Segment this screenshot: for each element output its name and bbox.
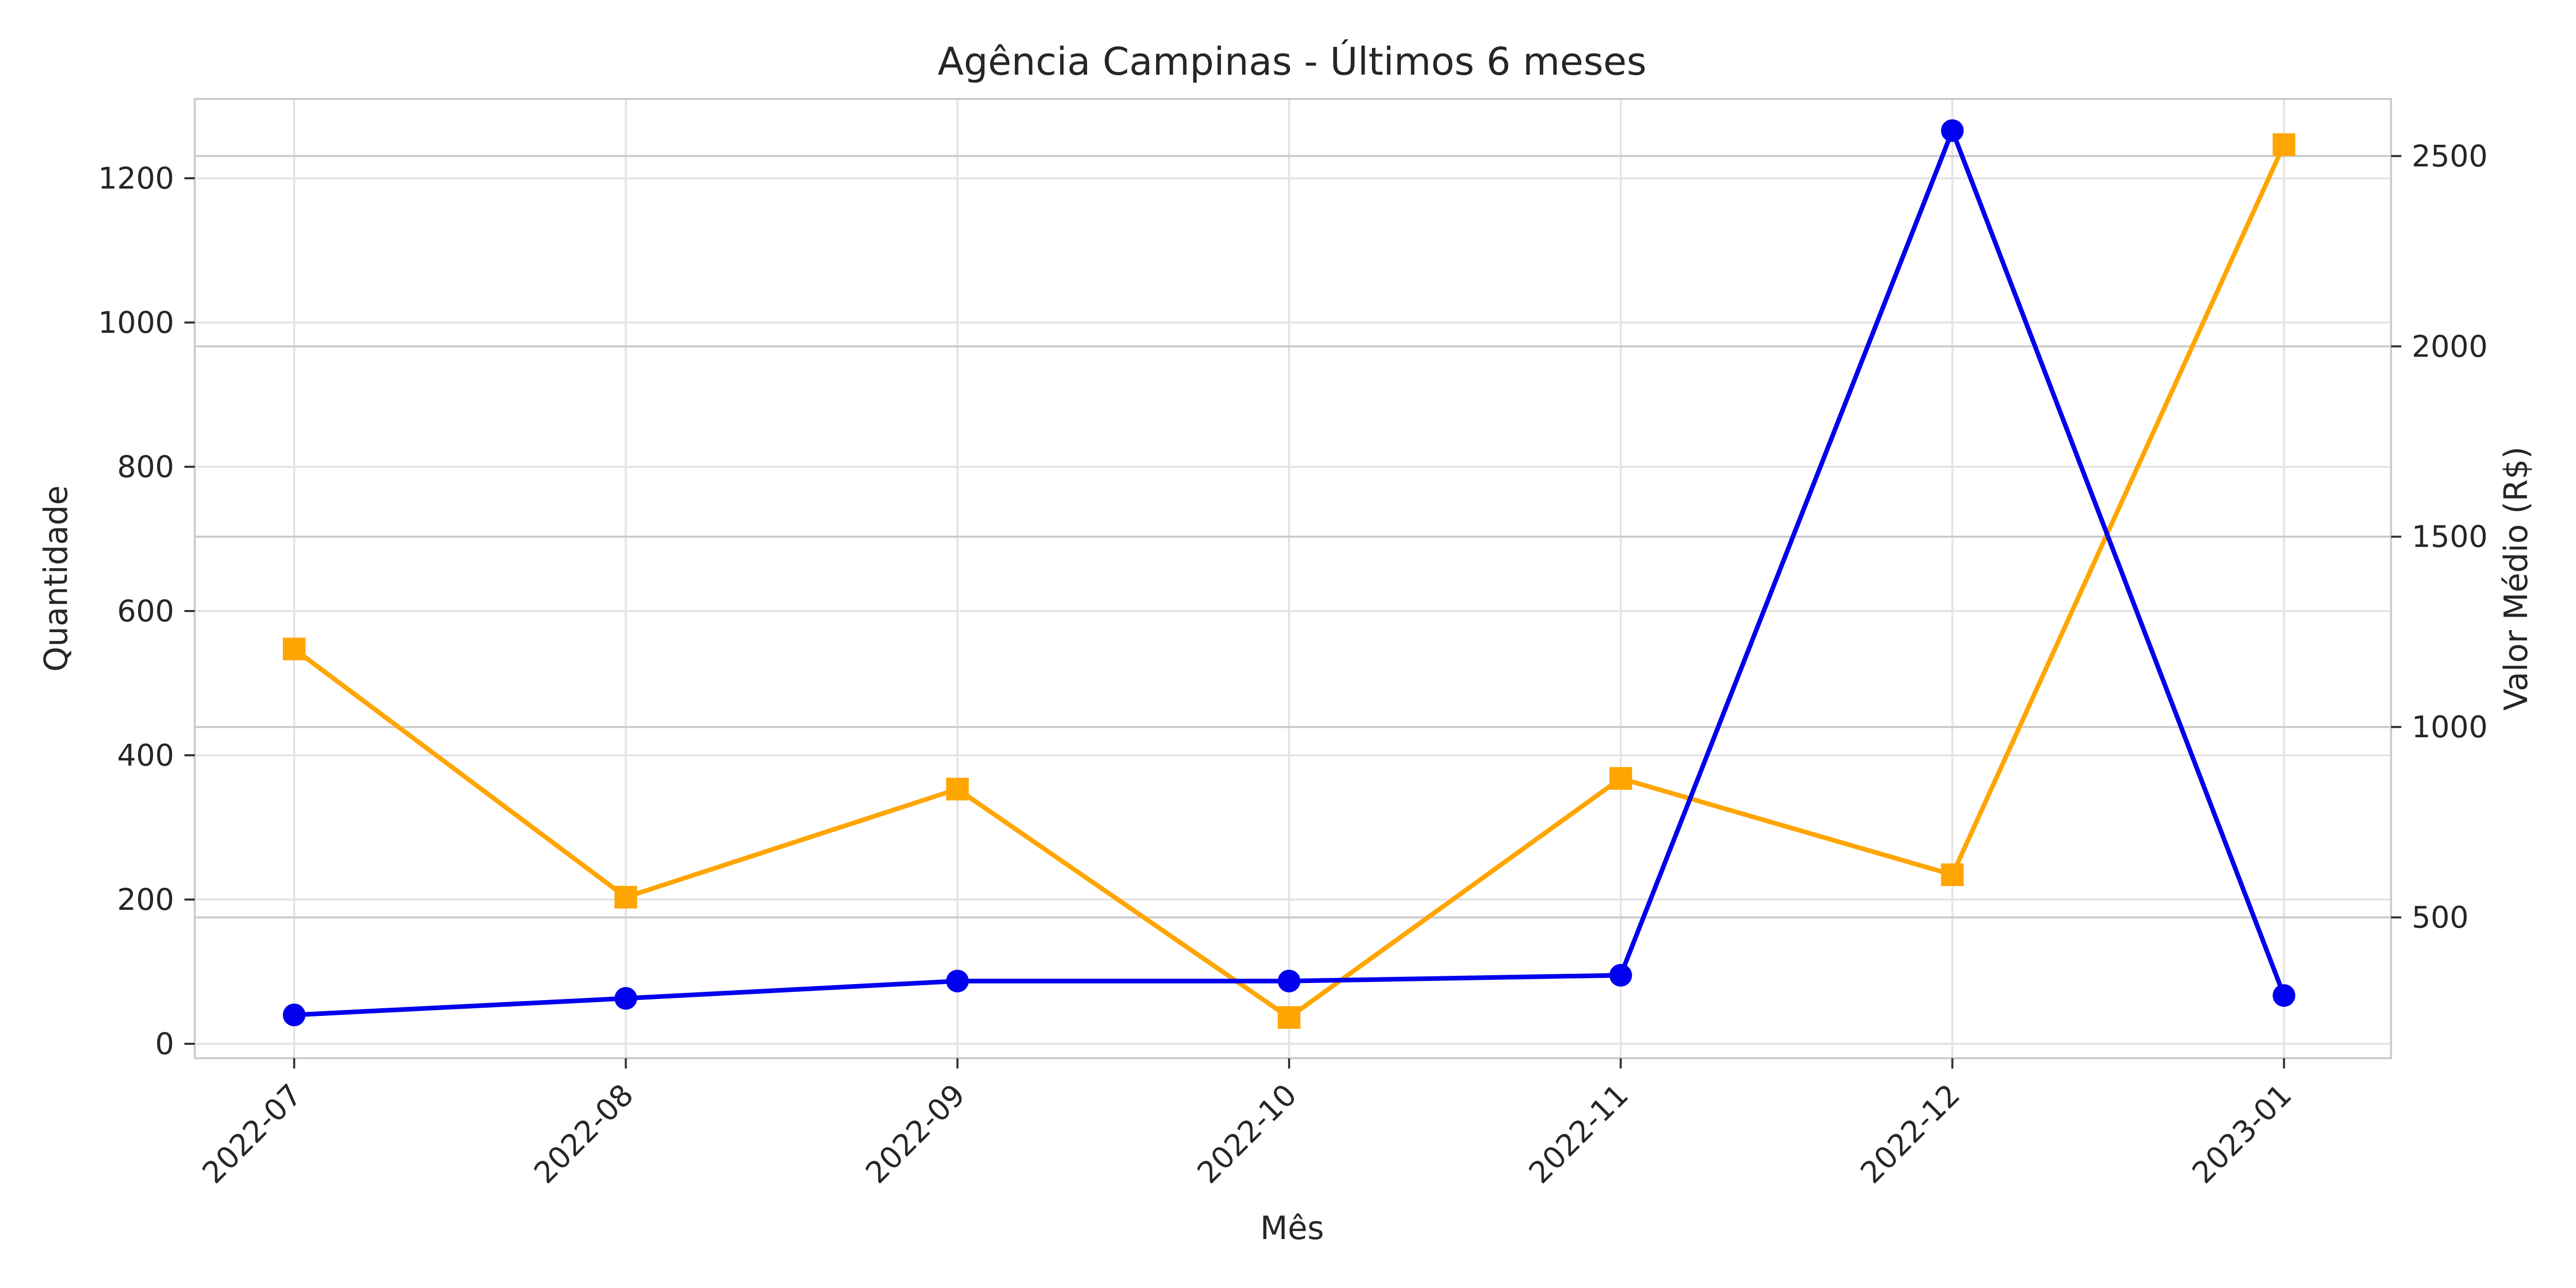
data-point-circle xyxy=(614,987,637,1010)
data-point-circle xyxy=(1278,970,1301,993)
data-point-circle xyxy=(946,970,969,993)
data-point-square xyxy=(614,886,637,909)
chart-title: Agência Campinas - Últimos 6 meses xyxy=(938,39,1647,84)
x-tick-label: 2022-09 xyxy=(859,1077,972,1190)
x-tick-label: 2022-07 xyxy=(195,1077,308,1190)
data-point-circle xyxy=(1609,964,1632,987)
x-tick-label: 2023-01 xyxy=(2185,1077,2298,1190)
data-point-circle xyxy=(1941,119,1964,142)
right-y-axis: 500 1000 1500 2000 2500 xyxy=(2391,139,2488,935)
series-layer xyxy=(283,119,2296,1029)
data-point-square xyxy=(283,637,306,660)
y2-tick-label: 500 xyxy=(2412,900,2469,935)
y-tick-label: 600 xyxy=(117,594,174,629)
data-point-circle xyxy=(2273,984,2296,1007)
data-point-square xyxy=(946,777,969,801)
y-tick-label: 800 xyxy=(117,449,174,484)
x-tick-label: 2022-08 xyxy=(527,1077,640,1190)
x-tick-label: 2022-12 xyxy=(1854,1077,1967,1190)
y2-tick-label: 2000 xyxy=(2412,329,2488,364)
y2-tick-label: 1000 xyxy=(2412,709,2488,744)
x-tick-label: 2022-10 xyxy=(1191,1077,1303,1190)
y-tick-label: 1200 xyxy=(98,161,174,196)
y-axis-label: Quantidade xyxy=(37,485,75,672)
y2-tick-label: 2500 xyxy=(2412,139,2488,174)
y-tick-label: 200 xyxy=(117,882,174,917)
grid-lines xyxy=(195,99,2391,1058)
x-tick-label: 2022-11 xyxy=(1522,1077,1635,1190)
x-axis-label: Mês xyxy=(1260,1209,1324,1247)
x-axis: 2022-07 2022-08 2022-09 2022-10 2022-11 2022-… xyxy=(195,1058,2298,1190)
data-point-square xyxy=(1609,767,1632,790)
data-point-square xyxy=(2273,133,2296,156)
y2-axis-label: Valor Médio (R$) xyxy=(2497,447,2535,711)
data-point-square xyxy=(1941,863,1964,886)
y2-tick-label: 1500 xyxy=(2412,519,2488,554)
y-tick-label: 0 xyxy=(155,1026,174,1061)
data-point-square xyxy=(1278,1006,1301,1029)
plot-frame xyxy=(194,98,2392,1059)
data-point-circle xyxy=(283,1004,306,1026)
left-y-axis: 0 200 400 600 800 1000 1200 xyxy=(98,161,195,1061)
y-tick-label: 1000 xyxy=(98,305,174,340)
y-tick-label: 400 xyxy=(117,738,174,773)
